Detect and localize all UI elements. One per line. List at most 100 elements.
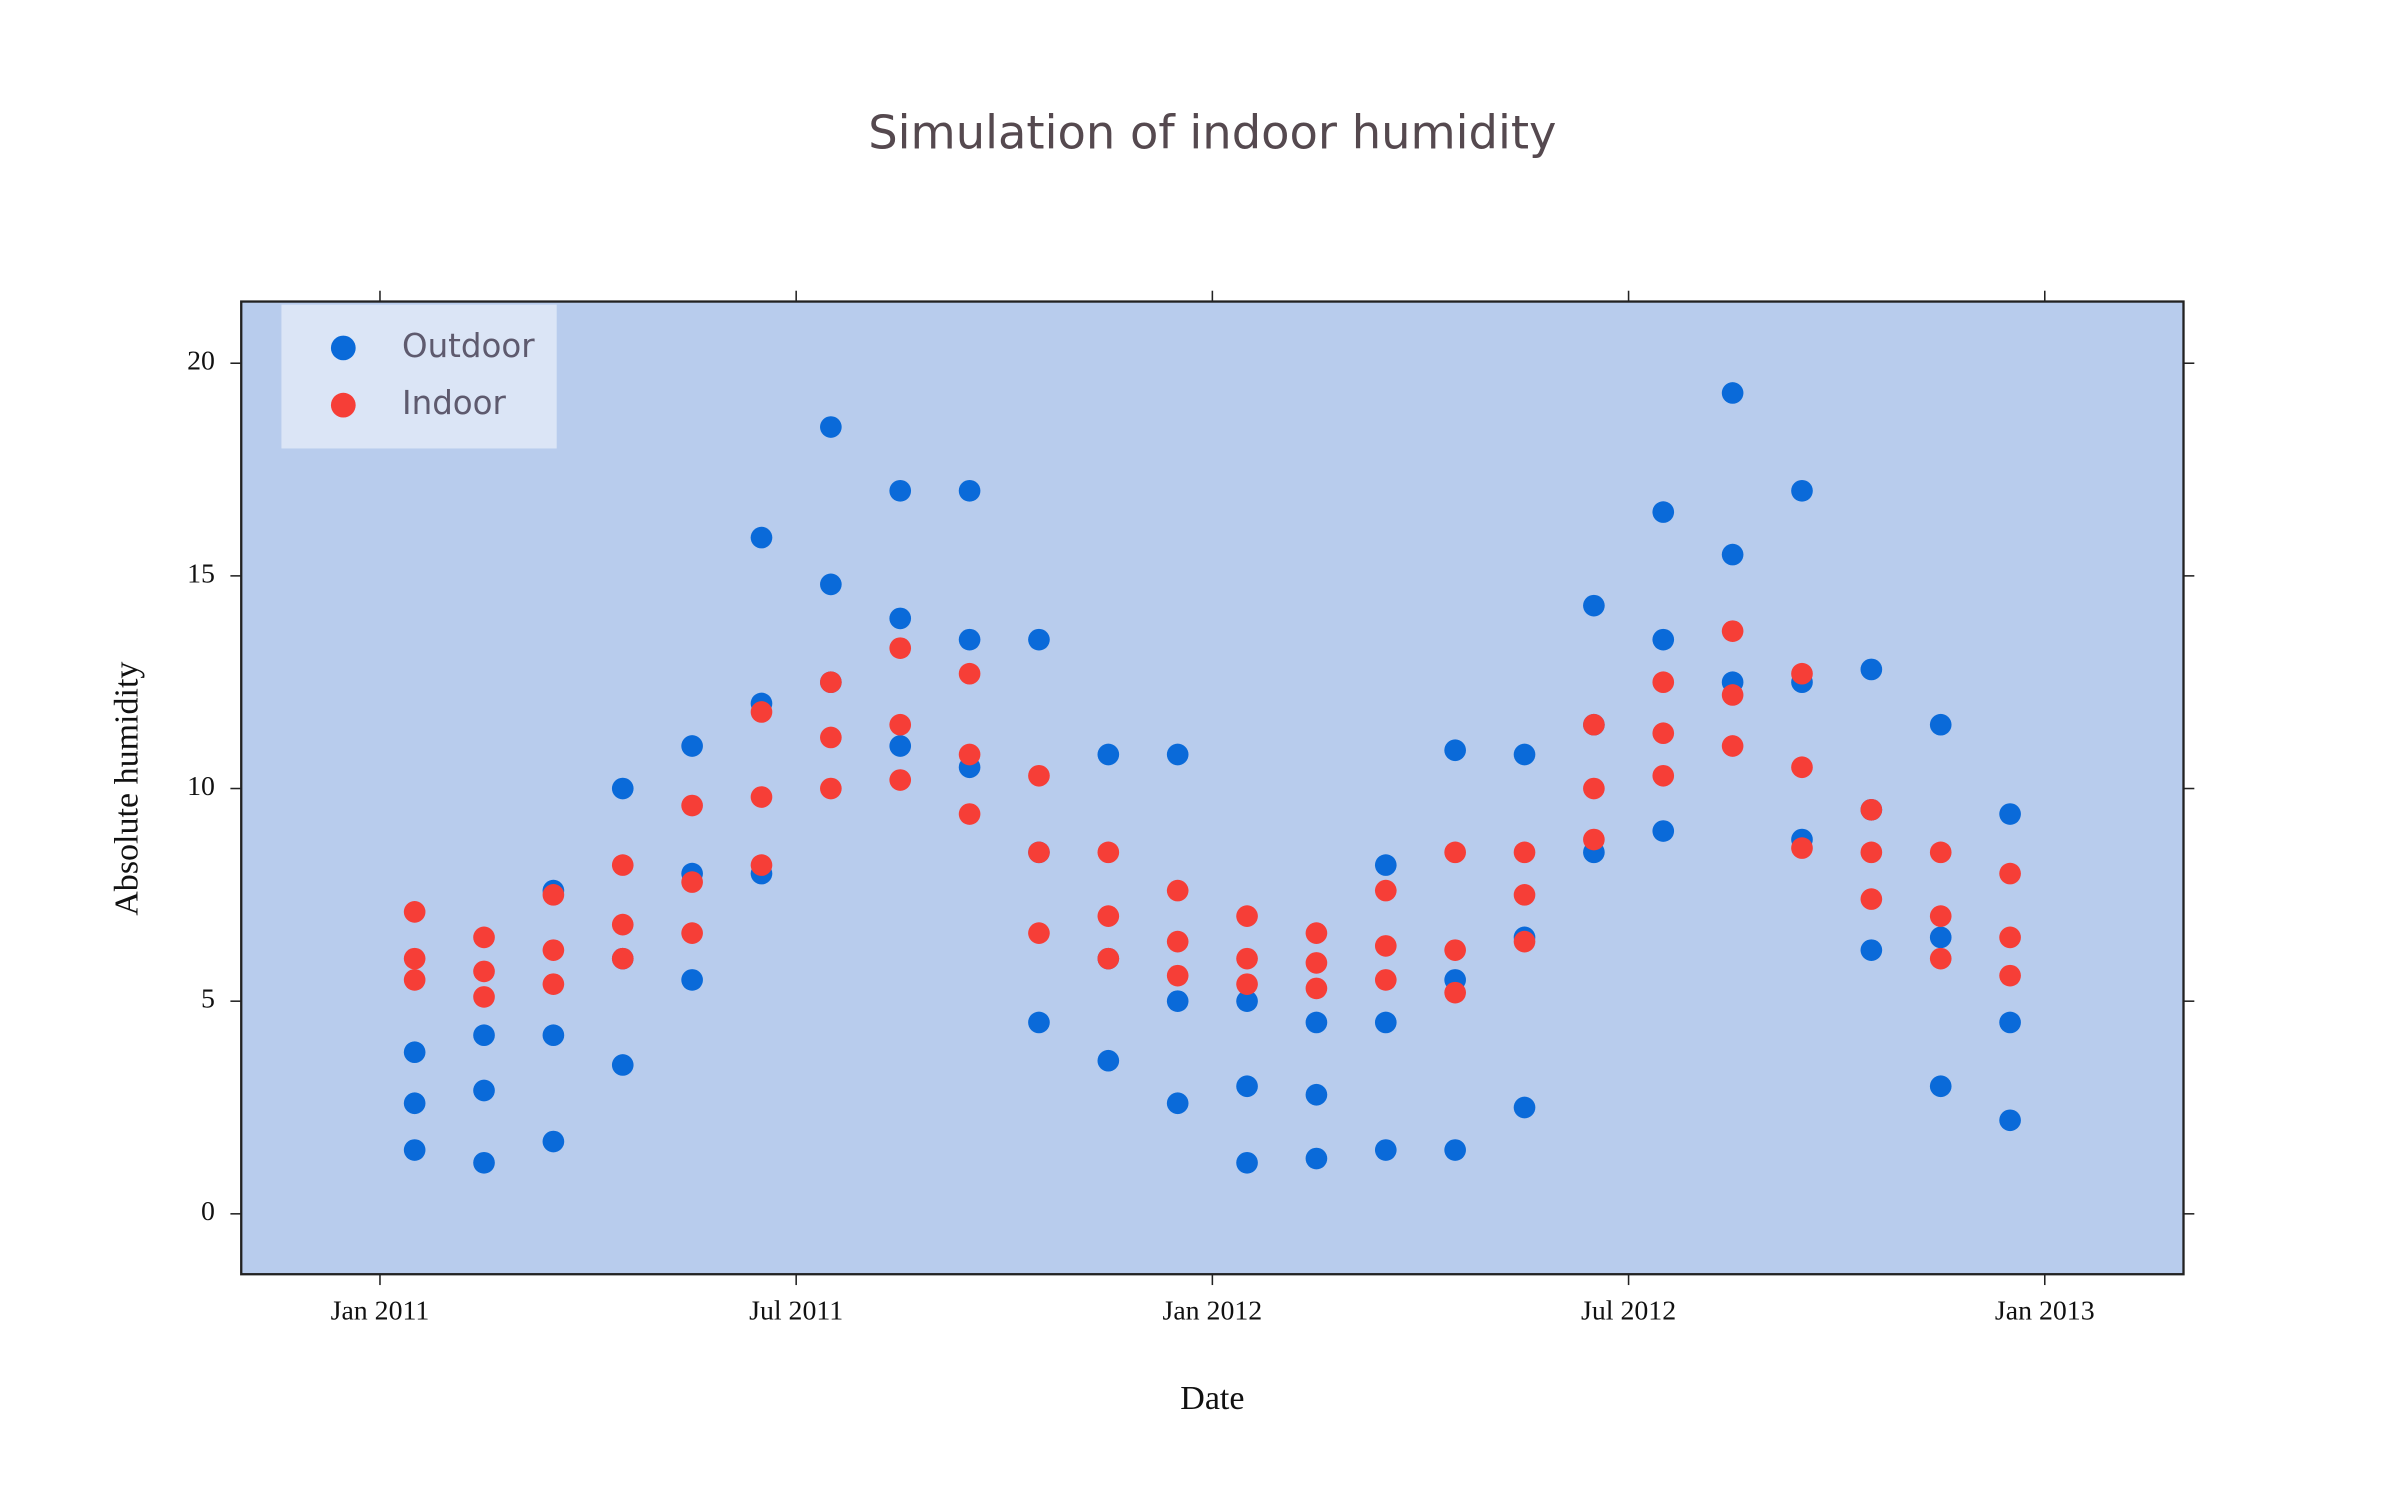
- point: [1374, 1139, 1397, 1161]
- y-tick-label: 20: [187, 346, 215, 377]
- point: [611, 947, 634, 970]
- point: [1791, 756, 1813, 779]
- point: [681, 922, 703, 944]
- y-tick-label: 0: [201, 1196, 215, 1227]
- point: [542, 1130, 565, 1153]
- point: [1305, 1083, 1328, 1106]
- point: [403, 947, 426, 970]
- point: [1097, 947, 1120, 970]
- point: [958, 743, 981, 766]
- point: [1444, 739, 1466, 762]
- point: [889, 713, 912, 736]
- point: [1236, 990, 1258, 1013]
- point: [542, 939, 565, 961]
- point: [1652, 501, 1675, 523]
- point: [889, 735, 912, 757]
- point: [889, 479, 912, 502]
- point: [1929, 905, 1952, 927]
- point: [750, 701, 773, 723]
- point: [958, 479, 981, 502]
- x-tick-label: Jul 2011: [749, 1295, 843, 1326]
- point: [1097, 905, 1120, 927]
- point: [473, 1151, 495, 1174]
- point: [1860, 841, 1883, 864]
- point: [403, 901, 426, 923]
- point: [1097, 743, 1120, 766]
- point: [1791, 479, 1813, 502]
- point: [1860, 888, 1883, 910]
- legend-label[interactable]: Indoor: [402, 384, 506, 422]
- point: [1444, 939, 1466, 961]
- legend-marker: [330, 335, 356, 361]
- point: [1583, 713, 1605, 736]
- point: [1721, 620, 1744, 642]
- point: [1166, 743, 1189, 766]
- point: [403, 1139, 426, 1161]
- point: [681, 969, 703, 991]
- point: [1652, 722, 1675, 745]
- point: [1028, 922, 1050, 944]
- point: [1374, 854, 1397, 876]
- point: [1305, 1011, 1328, 1034]
- y-tick-label: 15: [187, 558, 215, 589]
- point: [1028, 841, 1050, 864]
- point: [889, 637, 912, 659]
- point: [1166, 879, 1189, 902]
- point: [1305, 1147, 1328, 1170]
- point: [1929, 1075, 1952, 1098]
- x-tick-label: Jan 2012: [1163, 1295, 1263, 1326]
- point: [473, 986, 495, 1008]
- point: [1999, 862, 2021, 885]
- point: [1860, 658, 1883, 681]
- point: [1513, 841, 1536, 864]
- point: [1652, 820, 1675, 842]
- point: [1028, 1011, 1050, 1034]
- point: [1929, 926, 1952, 949]
- point: [1236, 905, 1258, 927]
- point: [542, 1024, 565, 1047]
- point: [1513, 743, 1536, 766]
- point: [820, 726, 842, 749]
- point: [889, 769, 912, 791]
- point: [1374, 879, 1397, 902]
- point: [820, 573, 842, 596]
- point: [1513, 930, 1536, 953]
- point: [1791, 837, 1813, 859]
- point: [1721, 684, 1744, 706]
- point: [1513, 1096, 1536, 1119]
- point: [1166, 930, 1189, 953]
- point: [1652, 671, 1675, 694]
- point: [1721, 382, 1744, 404]
- point: [1374, 1011, 1397, 1034]
- x-tick-label: Jan 2011: [331, 1295, 430, 1326]
- point: [1513, 884, 1536, 906]
- point: [1583, 594, 1605, 617]
- point: [1374, 935, 1397, 957]
- point: [611, 777, 634, 800]
- point: [473, 1079, 495, 1102]
- point: [1374, 969, 1397, 991]
- point: [750, 526, 773, 549]
- point: [1860, 798, 1883, 821]
- point: [889, 607, 912, 630]
- point: [1444, 1139, 1466, 1161]
- point: [1444, 981, 1466, 1004]
- point: [1652, 764, 1675, 787]
- point: [1860, 939, 1883, 961]
- x-tick-label: Jul 2012: [1581, 1295, 1676, 1326]
- point: [1236, 1151, 1258, 1174]
- x-tick-label: Jan 2013: [1995, 1295, 2095, 1326]
- point: [1721, 735, 1744, 757]
- point: [1999, 1109, 2021, 1132]
- point: [681, 794, 703, 817]
- point: [403, 969, 426, 991]
- point: [473, 960, 495, 983]
- legend-marker: [330, 392, 356, 418]
- legend-label[interactable]: Outdoor: [402, 327, 535, 365]
- point: [958, 803, 981, 825]
- x-axis-label: Date: [1180, 1380, 1244, 1417]
- point: [820, 777, 842, 800]
- point: [473, 926, 495, 949]
- point: [1028, 764, 1050, 787]
